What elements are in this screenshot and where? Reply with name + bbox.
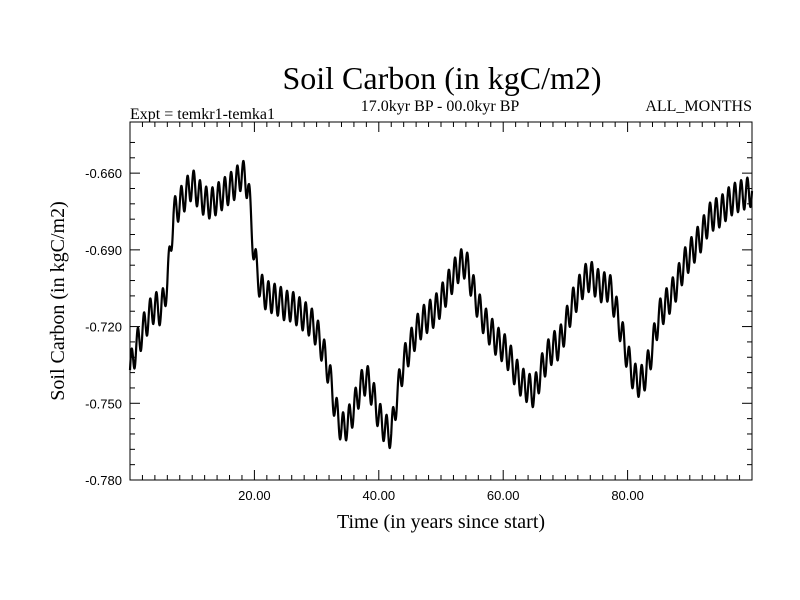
x-axis-label: Time (in years since start) (337, 511, 545, 533)
major-ticks (130, 122, 752, 481)
months-label: ALL_MONTHS (645, 98, 752, 115)
x-tick-label: 80.00 (611, 488, 644, 503)
x-tick-label: 40.00 (363, 488, 396, 503)
experiment-label: Expt = temkr1-temka1 (130, 106, 275, 123)
soil-carbon-line (128, 159, 754, 450)
y-tick-label: -0.690 (85, 243, 122, 258)
chart-title: Soil Carbon (in kgC/m2) (282, 60, 601, 96)
y-axis-label: Soil Carbon (in kgC/m2) (47, 201, 69, 400)
tick-labels: 20.00 40.00 60.00 80.00 -0.780 -0.750 -0.720 -0… (85, 166, 644, 503)
x-tick-label: 60.00 (487, 488, 520, 503)
x-tick-label: 20.00 (238, 488, 271, 503)
y-tick-label: -0.750 (85, 396, 122, 411)
y-tick-label: -0.780 (85, 473, 122, 488)
y-tick-label: -0.660 (85, 166, 122, 181)
period-label: 17.0kyr BP - 00.0kyr BP (361, 98, 520, 115)
y-tick-label: -0.720 (85, 320, 122, 335)
